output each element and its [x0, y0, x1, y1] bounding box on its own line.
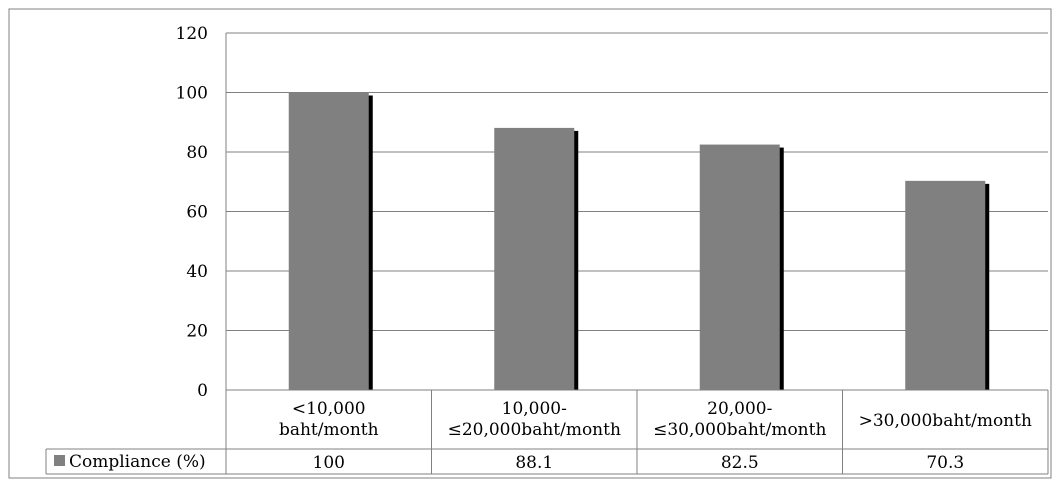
y-axis-tick-labels: 0 20 40 60 80 100 120: [176, 24, 208, 401]
data-label: 100: [313, 453, 345, 473]
x-category-label: <10,000: [292, 399, 366, 419]
x-category-label: 10,000-: [502, 399, 567, 419]
bar: [905, 180, 986, 390]
data-table: <10,000baht/month 10,000-≤20,000baht/mont…: [45, 389, 1049, 475]
bars: [288, 92, 990, 390]
bar: [494, 127, 575, 390]
data-label: 88.1: [515, 453, 553, 473]
x-category-label: ≤30,000baht/month: [653, 420, 826, 440]
x-category-label: baht/month: [279, 420, 379, 440]
data-label: 70.3: [926, 453, 964, 473]
x-category-label: 20,000-: [707, 399, 772, 419]
bar: [288, 92, 369, 390]
y-tick-label: 20: [186, 322, 208, 342]
y-tick-label: 0: [197, 381, 208, 401]
legend-swatch: [54, 455, 65, 466]
bar: [699, 144, 780, 390]
y-tick-label: 60: [186, 203, 208, 223]
y-tick-label: 100: [176, 84, 208, 104]
data-label: 82.5: [721, 453, 759, 473]
legend-series-name: Compliance (%): [69, 452, 206, 472]
y-tick-label: 40: [186, 262, 208, 282]
y-tick-label: 80: [186, 143, 208, 163]
x-category-label: ≤20,000baht/month: [448, 420, 621, 440]
y-tick-label: 120: [176, 24, 208, 44]
x-category-label: >30,000baht/month: [859, 411, 1032, 431]
